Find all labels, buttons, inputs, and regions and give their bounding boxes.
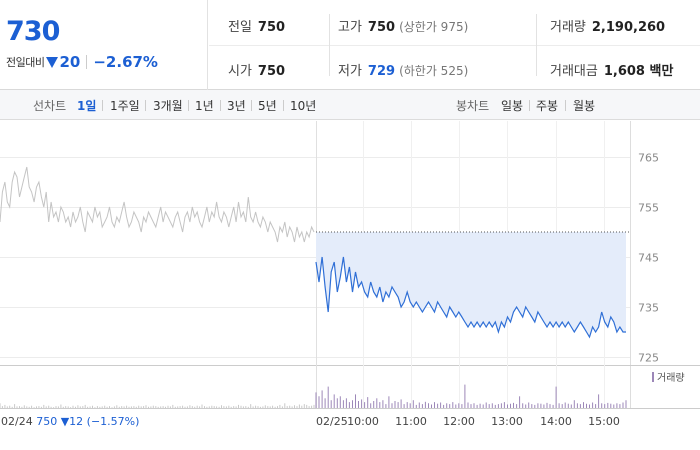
toolbar-divider [529,100,530,111]
axis-labels: 765 755 745 735 725 거래량 02/25 10:00 11:00 12:00 13… [1,152,685,429]
candle-weekly[interactable]: 주봉 [536,99,559,113]
x-tick-label: 10:00 [347,415,379,428]
reference-fill [316,231,630,337]
toolbar-divider [188,100,189,111]
period-5y[interactable]: 5년 [258,99,277,113]
period-toolbar: 선차트 1일 1주일 3개월 1년 3년 5년 10년 봉차트 일봉 주봉 월봉 [0,90,700,120]
prev-day-date: 02/24 [1,415,36,428]
x-tick-label: 15:00 [588,415,620,428]
upper-limit: (상한가 975) [399,20,469,34]
chart-canvas: 765 755 745 735 725 거래량 02/25 10:00 11:00 12:00 13… [0,121,700,429]
x-tick-label: 12:00 [443,415,475,428]
change-percent: −2.67% [93,53,158,71]
prev-day-series-line [0,166,315,243]
stat-label: 시가 [228,64,252,79]
stat-low: 저가 729 (하한가 525) [338,60,468,79]
toolbar-divider [283,100,284,111]
today-series-line [315,256,626,339]
period-10y[interactable]: 10년 [290,99,317,113]
volume-bars [0,384,627,408]
down-arrow-icon [46,56,59,68]
y-tick-label: 745 [638,252,659,265]
y-tick-label: 755 [638,202,659,215]
stat-label: 저가 [338,64,362,79]
stat-label: 거래대금 [550,64,598,79]
stat-value: 729 [367,64,396,79]
y-tick-label: 765 [638,152,659,165]
period-1d[interactable]: 1일 [77,99,97,113]
toolbar-divider [220,100,221,111]
change-amount: 20 [59,53,81,71]
stat-prev-close: 전일 750 [228,16,285,35]
prev-day-change: ▼12 [61,415,87,428]
prev-day-summary: 02/24 750 ▼12 (−1.57%) [1,415,139,428]
summary-col-divider [536,14,537,76]
stat-value: 2,190,260 [591,20,666,35]
x-tick-label: 13:00 [491,415,523,428]
summary-row-divider [209,45,700,46]
x-tick-label: 14:00 [540,415,572,428]
reference-fill-area [316,232,626,337]
lower-limit: (하한가 525) [399,64,469,78]
x-tick-label: 02/25 [316,415,348,428]
intraday-chart: 765 755 745 735 725 거래량 02/25 10:00 11:00 12:00 13… [0,121,700,450]
toolbar-divider [145,100,146,111]
quote-summary: 730 전일대비 20 −2.67% 전일 750 시가 750 고가 750 (상한가… [0,0,700,90]
period-3y[interactable]: 3년 [227,99,246,113]
y-tick-label: 735 [638,302,659,315]
stat-open: 시가 750 [228,60,285,79]
change-divider [86,55,88,69]
candle-chart-label: 봉차트 [456,99,490,113]
summary-col-divider [329,14,330,76]
stat-value: 750 [257,20,286,35]
line-chart-label: 선차트 [33,99,67,113]
volume-legend-swatch [652,372,654,382]
y-tick-label: 725 [638,352,659,365]
stat-value: 750 [257,64,286,79]
change-label: 전일대비 [6,56,45,69]
stat-value: 750 [367,20,396,35]
toolbar-divider [102,100,103,111]
stat-volume: 거래량 2,190,260 [550,16,665,35]
stat-high: 고가 750 (상한가 975) [338,16,468,35]
prev-day-pct: (−1.57%) [87,415,140,428]
prev-day-close: 750 [36,415,61,428]
price-box: 730 전일대비 20 −2.67% [0,0,208,90]
period-1w[interactable]: 1주일 [110,99,140,113]
price-lines [0,166,626,339]
stat-label: 거래량 [550,20,586,35]
toolbar-divider [251,100,252,111]
price-change-row: 전일대비 20 −2.67% [6,53,158,71]
toolbar-divider [565,100,566,111]
period-1y[interactable]: 1년 [195,99,214,113]
stat-trade-value: 거래대금 1,608 백만 [550,60,673,79]
stat-label: 전일 [228,20,252,35]
current-price: 730 [6,16,60,47]
volume-legend-label: 거래량 [657,372,685,384]
x-tick-label: 11:00 [395,415,427,428]
period-3m[interactable]: 3개월 [153,99,183,113]
candle-monthly[interactable]: 월봉 [573,99,596,113]
candle-daily[interactable]: 일봉 [501,99,524,113]
stat-value: 1,608 백만 [603,64,674,79]
stat-label: 고가 [338,20,362,35]
